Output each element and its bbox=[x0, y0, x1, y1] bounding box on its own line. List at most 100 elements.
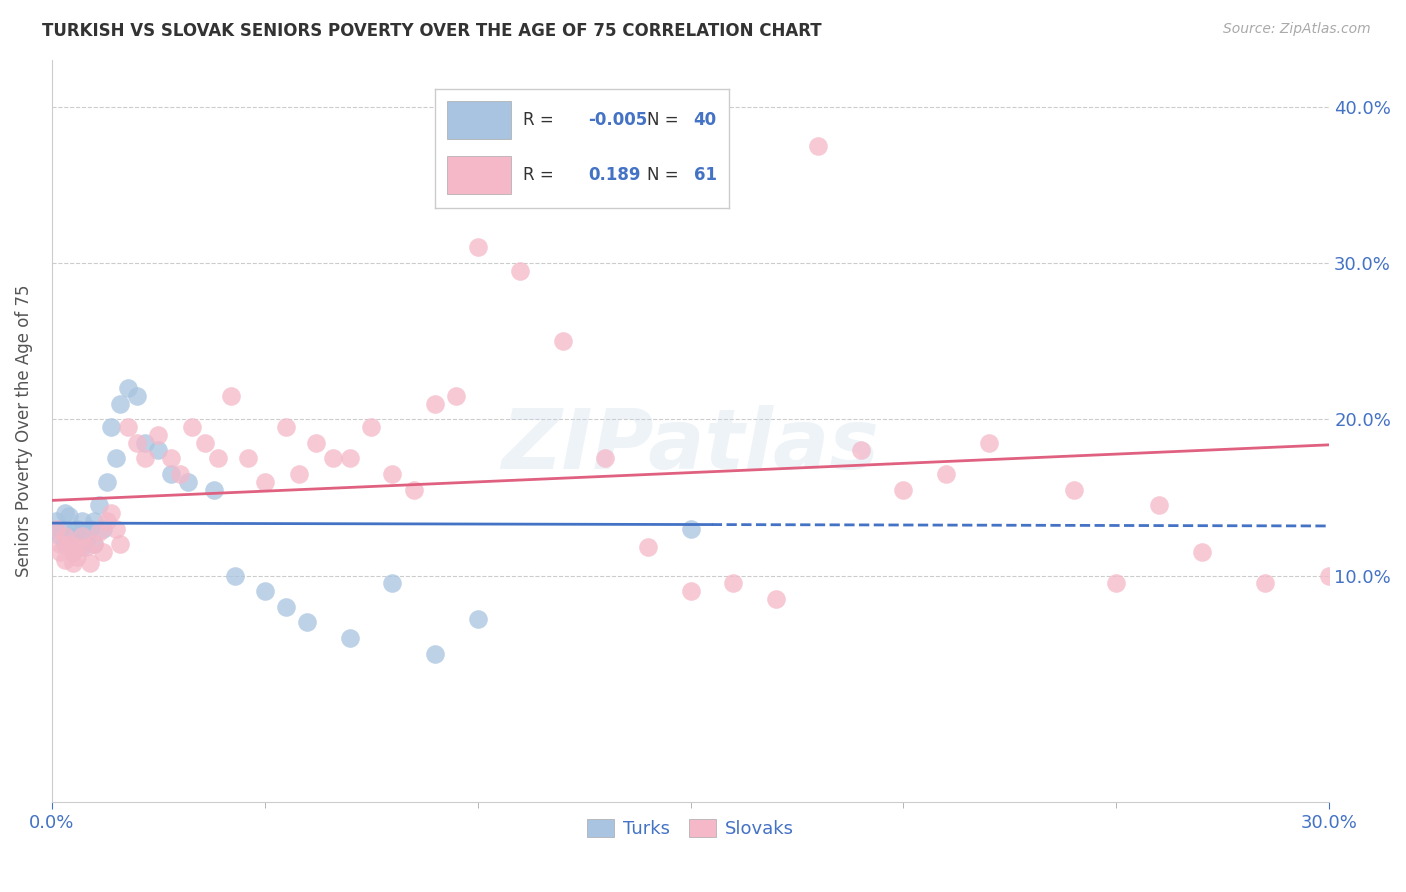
Point bbox=[207, 451, 229, 466]
Point bbox=[49, 545, 72, 559]
Point bbox=[70, 541, 93, 555]
Point bbox=[75, 541, 97, 555]
Point bbox=[509, 263, 531, 277]
Point bbox=[305, 435, 328, 450]
Point bbox=[45, 514, 67, 528]
Point bbox=[194, 435, 217, 450]
Point bbox=[96, 475, 118, 489]
Point bbox=[467, 240, 489, 254]
Point bbox=[423, 647, 446, 661]
Point bbox=[70, 529, 93, 543]
Point bbox=[595, 451, 617, 466]
Point bbox=[160, 451, 183, 466]
Point bbox=[381, 576, 404, 591]
Point bbox=[87, 498, 110, 512]
Point bbox=[236, 451, 259, 466]
Point bbox=[893, 483, 915, 497]
Point bbox=[935, 467, 957, 481]
Point bbox=[117, 381, 139, 395]
Point bbox=[360, 420, 382, 434]
Point bbox=[721, 576, 744, 591]
Point bbox=[70, 514, 93, 528]
Point bbox=[765, 592, 787, 607]
Y-axis label: Seniors Poverty Over the Age of 75: Seniors Poverty Over the Age of 75 bbox=[15, 285, 32, 577]
Point bbox=[104, 522, 127, 536]
Point bbox=[49, 522, 72, 536]
Text: TURKISH VS SLOVAK SENIORS POVERTY OVER THE AGE OF 75 CORRELATION CHART: TURKISH VS SLOVAK SENIORS POVERTY OVER T… bbox=[42, 22, 821, 40]
Text: ZIPatlas: ZIPatlas bbox=[502, 405, 879, 486]
Point bbox=[1254, 576, 1277, 591]
Point bbox=[91, 545, 114, 559]
Point bbox=[108, 537, 131, 551]
Point bbox=[849, 443, 872, 458]
Point bbox=[62, 556, 84, 570]
Point bbox=[66, 537, 89, 551]
Point bbox=[49, 537, 72, 551]
Point bbox=[181, 420, 204, 434]
Point bbox=[87, 524, 110, 539]
Point bbox=[75, 534, 97, 549]
Point bbox=[1063, 483, 1085, 497]
Point bbox=[339, 631, 361, 645]
Point bbox=[53, 529, 76, 543]
Point bbox=[58, 529, 80, 543]
Point bbox=[807, 138, 830, 153]
Point bbox=[62, 545, 84, 559]
Point bbox=[1147, 498, 1170, 512]
Point bbox=[467, 612, 489, 626]
Point bbox=[83, 514, 105, 528]
Point bbox=[297, 615, 319, 630]
Point bbox=[148, 443, 170, 458]
Point bbox=[322, 451, 344, 466]
Point bbox=[62, 524, 84, 539]
Point bbox=[79, 522, 101, 536]
Point bbox=[977, 435, 1000, 450]
Point bbox=[224, 568, 246, 582]
Point bbox=[104, 451, 127, 466]
Point bbox=[83, 537, 105, 551]
Point bbox=[423, 396, 446, 410]
Point bbox=[100, 506, 122, 520]
Point bbox=[91, 522, 114, 536]
Point bbox=[1317, 568, 1340, 582]
Point bbox=[117, 420, 139, 434]
Point bbox=[551, 334, 574, 348]
Point bbox=[446, 389, 468, 403]
Point bbox=[169, 467, 191, 481]
Point bbox=[134, 435, 156, 450]
Point bbox=[177, 475, 200, 489]
Point bbox=[274, 599, 297, 614]
Point bbox=[253, 475, 276, 489]
Point bbox=[58, 537, 80, 551]
Point bbox=[637, 541, 659, 555]
Text: Source: ZipAtlas.com: Source: ZipAtlas.com bbox=[1223, 22, 1371, 37]
Point bbox=[66, 541, 89, 555]
Point bbox=[49, 529, 72, 543]
Legend: Turks, Slovaks: Turks, Slovaks bbox=[581, 812, 801, 846]
Point bbox=[100, 420, 122, 434]
Point bbox=[108, 396, 131, 410]
Point bbox=[1191, 545, 1213, 559]
Point bbox=[402, 483, 425, 497]
Point bbox=[53, 553, 76, 567]
Point bbox=[53, 537, 76, 551]
Point bbox=[274, 420, 297, 434]
Point bbox=[160, 467, 183, 481]
Point bbox=[148, 427, 170, 442]
Point bbox=[125, 389, 148, 403]
Point bbox=[53, 506, 76, 520]
Point bbox=[62, 545, 84, 559]
Point bbox=[202, 483, 225, 497]
Point bbox=[679, 584, 702, 599]
Point bbox=[83, 537, 105, 551]
Point bbox=[381, 467, 404, 481]
Point bbox=[75, 524, 97, 539]
Point bbox=[134, 451, 156, 466]
Point bbox=[219, 389, 242, 403]
Point bbox=[45, 522, 67, 536]
Point bbox=[679, 522, 702, 536]
Point bbox=[253, 584, 276, 599]
Point bbox=[58, 509, 80, 524]
Point bbox=[287, 467, 309, 481]
Point bbox=[125, 435, 148, 450]
